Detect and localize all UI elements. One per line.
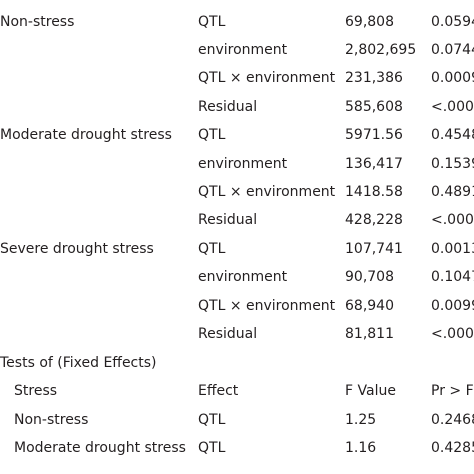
- section-title: Tests of (Fixed Effects): [0, 355, 157, 371]
- p-cell: <.0001: [431, 99, 474, 115]
- table-row: Residual 585,608 <.0001: [0, 93, 474, 121]
- estimate-cell: 81,811: [345, 326, 394, 342]
- estimate-cell: 69,808: [345, 14, 394, 30]
- table-row: Severe drought stress QTL 107,741 0.0013: [0, 235, 474, 263]
- table-row: environment 136,417 0.1539: [0, 150, 474, 178]
- estimate-cell: 585,608: [345, 99, 403, 115]
- fixed-effects-header: Stress Effect F Value Pr > F: [0, 377, 474, 405]
- p-cell: 0.2468: [431, 412, 474, 428]
- f-value-header: F Value: [345, 383, 396, 399]
- effect-cell: QTL × environment: [198, 298, 336, 314]
- effect-cell: environment: [198, 156, 288, 172]
- estimate-cell: 428,228: [345, 212, 403, 228]
- table-row: Moderate drought stress QTL 1.16 0.4285: [0, 434, 474, 462]
- stress-cell: Severe drought stress: [0, 241, 154, 257]
- estimate-cell: 5971.56: [345, 127, 403, 143]
- effect-cell: environment: [198, 269, 288, 285]
- p-cell: 0.0099: [431, 298, 474, 314]
- section-title-row: Tests of (Fixed Effects): [0, 349, 474, 377]
- estimate-cell: 107,741: [345, 241, 403, 257]
- p-cell: 0.4891: [431, 184, 474, 200]
- p-cell: 0.4285: [431, 440, 474, 456]
- stress-header: Stress: [14, 383, 58, 399]
- effect-cell: QTL: [198, 14, 226, 30]
- p-cell: 0.0013: [431, 241, 474, 257]
- table-row: environment 90,708 0.1047: [0, 263, 474, 291]
- table-row: Non-stress QTL 1.25 0.2468: [0, 406, 474, 434]
- table-row: QTL × environment 1418.58 0.4891: [0, 178, 474, 206]
- p-cell: <.0001: [431, 212, 474, 228]
- effect-cell: QTL × environment: [198, 184, 336, 200]
- estimate-cell: 231,386: [345, 70, 403, 86]
- table-row: QTL × environment 68,940 0.0099: [0, 292, 474, 320]
- effect-cell: Residual: [198, 326, 258, 342]
- table-row: QTL × environment 231,386 0.0009: [0, 64, 474, 92]
- stress-cell: Moderate drought stress: [0, 127, 172, 143]
- effect-cell: QTL × environment: [198, 70, 336, 86]
- effect-cell: QTL: [198, 412, 226, 428]
- table-row: Non-stress QTL 69,808 0.0594: [0, 8, 474, 36]
- p-cell: 0.0009: [431, 70, 474, 86]
- effect-cell: QTL: [198, 241, 226, 257]
- estimate-cell: 68,940: [345, 298, 394, 314]
- stress-cell: Non-stress: [14, 412, 89, 428]
- p-header: Pr > F: [431, 383, 474, 399]
- p-cell: <.0001: [431, 326, 474, 342]
- effect-cell: QTL: [198, 127, 226, 143]
- table-row: Moderate drought stress QTL 5971.56 0.45…: [0, 121, 474, 149]
- table-row: Residual 428,228 <.0001: [0, 206, 474, 234]
- estimate-cell: 2,802,695: [345, 42, 417, 58]
- effect-cell: QTL: [198, 440, 226, 456]
- p-cell: 0.1047: [431, 269, 474, 285]
- estimate-cell: 1418.58: [345, 184, 403, 200]
- effect-cell: Residual: [198, 99, 258, 115]
- stress-cell: Non-stress: [0, 14, 75, 30]
- effect-cell: environment: [198, 42, 288, 58]
- effect-cell: Residual: [198, 212, 258, 228]
- p-cell: 0.0594: [431, 14, 474, 30]
- stress-cell: Moderate drought stress: [14, 440, 186, 456]
- f-value-cell: 1.25: [345, 412, 377, 428]
- effect-header: Effect: [198, 383, 239, 399]
- table-row: Residual 81,811 <.0001: [0, 320, 474, 348]
- estimate-cell: 136,417: [345, 156, 403, 172]
- p-cell: 0.0744: [431, 42, 474, 58]
- p-cell: 0.1539: [431, 156, 474, 172]
- estimate-cell: 90,708: [345, 269, 394, 285]
- table-row: environment 2,802,695 0.0744: [0, 36, 474, 64]
- f-value-cell: 1.16: [345, 440, 377, 456]
- p-cell: 0.4548: [431, 127, 474, 143]
